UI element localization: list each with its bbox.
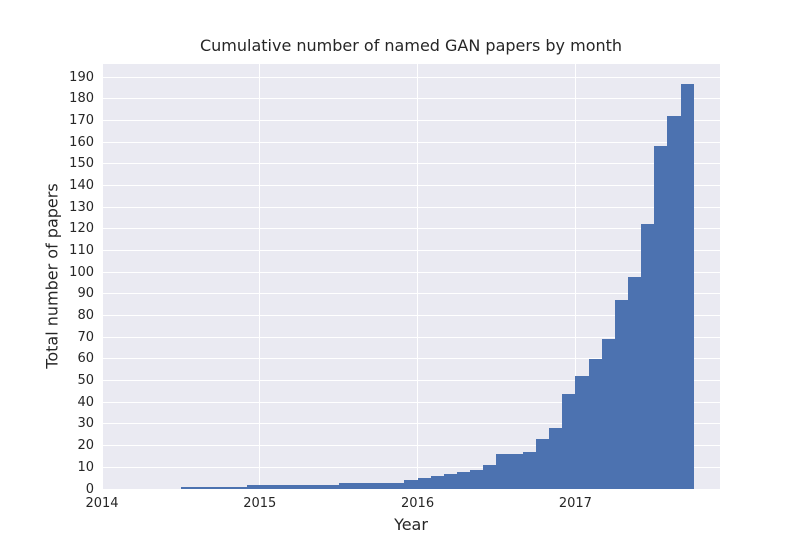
bar [654, 146, 668, 489]
y-gridline [102, 293, 720, 295]
x-gridline [417, 64, 419, 489]
bar [575, 376, 589, 489]
y-tick-label: 20 [77, 438, 94, 454]
bar [259, 484, 274, 489]
y-gridline [102, 380, 720, 382]
bar [233, 486, 248, 489]
y-tick-label: 170 [69, 112, 94, 128]
bar [496, 454, 511, 489]
y-tick-label: 100 [69, 264, 94, 280]
y-gridline [102, 401, 720, 403]
y-gridline [102, 206, 720, 208]
y-gridline [102, 76, 720, 78]
x-tick-label: 2017 [558, 496, 592, 511]
bar [549, 428, 563, 489]
y-gridline [102, 358, 720, 360]
bar [194, 486, 208, 489]
bar [509, 454, 524, 489]
chart-title: Cumulative number of named GAN papers by… [199, 36, 623, 55]
y-gridline [102, 249, 720, 251]
y-gridline [102, 336, 720, 338]
bar [588, 358, 603, 489]
bar [614, 300, 629, 489]
bar [286, 484, 300, 489]
y-tick-label: 30 [77, 416, 94, 432]
y-gridline [102, 271, 720, 273]
bar [299, 484, 313, 489]
bar [522, 452, 537, 489]
plot-area [101, 64, 720, 490]
x-gridline [101, 64, 103, 489]
bar [246, 484, 261, 489]
y-gridline [102, 488, 720, 490]
bar [312, 484, 327, 489]
bar [430, 476, 445, 489]
bar [378, 482, 392, 489]
y-tick-label: 10 [77, 459, 94, 475]
bar [680, 83, 695, 489]
y-gridline [102, 184, 720, 186]
y-gridline [102, 315, 720, 317]
y-gridline [102, 98, 720, 100]
y-tick-label: 80 [77, 308, 94, 324]
bar [391, 482, 405, 489]
y-tick-label: 70 [77, 329, 94, 345]
y-gridline [102, 423, 720, 425]
bar [641, 224, 655, 489]
x-tick-label: 2014 [85, 496, 119, 511]
y-gridline [102, 466, 720, 468]
x-tick-label: 2016 [401, 496, 435, 511]
y-tick-label: 160 [69, 134, 94, 150]
y-tick-label: 140 [69, 177, 94, 193]
bar [417, 478, 432, 489]
bar [457, 471, 471, 489]
x-gridline [259, 64, 261, 489]
y-gridline [102, 445, 720, 447]
bar [220, 486, 234, 489]
bar [272, 484, 287, 489]
bar [483, 465, 497, 489]
bar [351, 482, 366, 489]
y-tick-label: 60 [77, 351, 94, 367]
y-tick-label: 180 [69, 91, 94, 107]
bar [180, 486, 195, 489]
y-tick-label: 190 [69, 69, 94, 85]
bar [443, 473, 458, 489]
bar [404, 480, 419, 489]
bar [470, 469, 484, 489]
y-tick-label: 120 [69, 221, 94, 237]
bar [325, 484, 340, 489]
y-tick-label: 90 [77, 286, 94, 302]
x-gridline [574, 64, 576, 489]
bar [667, 116, 682, 489]
x-tick-label: 2015 [243, 496, 277, 511]
y-tick-label: 110 [69, 242, 94, 258]
bar [627, 276, 642, 489]
bar [562, 393, 576, 489]
x-axis-label: Year [394, 515, 428, 534]
y-gridline [102, 119, 720, 121]
bar [601, 339, 616, 489]
bar [535, 439, 550, 489]
y-gridline [102, 141, 720, 143]
y-gridline [102, 163, 720, 165]
y-tick-label: 40 [77, 394, 94, 410]
y-gridline [102, 228, 720, 230]
bar [364, 482, 379, 489]
bar [207, 486, 221, 489]
y-tick-label: 130 [69, 199, 94, 215]
y-tick-label: 50 [77, 373, 94, 389]
y-tick-label: 0 [85, 481, 94, 497]
bar [338, 482, 353, 489]
y-tick-label: 150 [69, 156, 94, 172]
